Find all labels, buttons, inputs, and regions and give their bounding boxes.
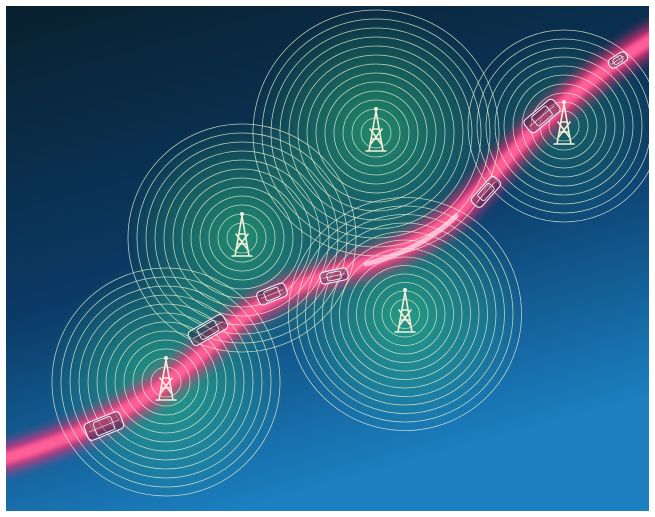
signal-ring xyxy=(87,303,245,461)
tower-3-rings xyxy=(252,9,500,257)
signal-ring xyxy=(60,276,272,488)
signal-ring xyxy=(364,273,446,355)
signal-ring xyxy=(279,36,473,230)
car-outline-icon xyxy=(256,282,288,306)
car-outline-icon xyxy=(187,313,229,347)
signal-ring xyxy=(390,299,420,329)
signal-ring xyxy=(154,150,330,326)
signal-ring xyxy=(503,65,625,187)
signal-ring xyxy=(548,110,580,142)
signal-ring xyxy=(297,54,455,212)
signal-ring xyxy=(181,177,303,299)
radio-tower-icon xyxy=(365,107,387,152)
signal-ring xyxy=(132,348,200,416)
signal-ring xyxy=(356,265,454,363)
tower-4-rings xyxy=(288,197,522,431)
signal-ring xyxy=(530,92,598,160)
signal-ring xyxy=(105,321,227,443)
signal-ring xyxy=(172,168,312,308)
car-outline-icon xyxy=(83,411,125,441)
signal-ring xyxy=(69,285,263,479)
radio-tower-icon xyxy=(231,212,253,257)
cellular-coverage-illustration xyxy=(6,6,649,511)
signal-ring xyxy=(261,18,491,248)
signal-ring xyxy=(512,74,616,178)
signal-ring xyxy=(114,330,218,434)
signal-ring xyxy=(330,239,480,389)
signal-ring xyxy=(315,72,437,194)
signal-ring xyxy=(342,99,410,167)
signal-ring xyxy=(494,56,634,196)
signal-ring xyxy=(360,117,392,149)
radio-tower-icon xyxy=(155,356,177,401)
signal-ring xyxy=(333,90,419,176)
signal-rings-layer xyxy=(51,9,649,497)
car-outline-icon xyxy=(470,176,502,208)
towers-layer xyxy=(155,100,575,401)
car-outline-icon xyxy=(523,98,561,134)
signal-ring xyxy=(313,222,497,406)
highway-highlight xyxy=(363,213,459,267)
signal-ring xyxy=(150,366,182,398)
signal-ring xyxy=(145,141,339,335)
car-outline-icon xyxy=(319,267,349,285)
signal-ring xyxy=(306,63,446,203)
signal-ring xyxy=(199,195,285,281)
signal-ring xyxy=(305,214,505,414)
signal-ring xyxy=(226,222,258,254)
signal-ring xyxy=(208,204,276,272)
signal-ring xyxy=(163,159,321,317)
signal-ring xyxy=(123,339,209,425)
signal-ring xyxy=(296,205,514,423)
signal-ring xyxy=(347,256,463,372)
signal-ring xyxy=(252,9,500,257)
signal-ring xyxy=(339,248,471,380)
signal-ring xyxy=(127,123,357,353)
tower-1-rings xyxy=(51,267,281,497)
coverage-glow-3 xyxy=(251,8,501,258)
radio-tower-icon xyxy=(394,288,416,333)
signal-ring xyxy=(467,29,649,223)
tower-5-rings xyxy=(467,29,649,223)
signal-ring xyxy=(96,312,236,452)
car-outline-icon xyxy=(607,51,629,69)
signal-ring xyxy=(190,186,294,290)
vehicles-layer xyxy=(83,51,629,441)
signal-ring xyxy=(322,231,488,397)
signal-ring xyxy=(288,197,522,431)
tower-2-rings xyxy=(127,123,357,353)
signal-ring xyxy=(521,83,607,169)
signal-ring xyxy=(373,282,437,346)
signal-ring xyxy=(78,294,254,470)
signal-ring xyxy=(476,38,649,214)
signal-ring xyxy=(288,45,464,221)
signal-ring xyxy=(136,132,348,344)
signal-ring xyxy=(324,81,428,185)
signal-ring xyxy=(51,267,281,497)
signal-ring xyxy=(485,47,643,205)
signal-ring xyxy=(270,27,482,239)
radio-tower-icon xyxy=(553,100,575,145)
